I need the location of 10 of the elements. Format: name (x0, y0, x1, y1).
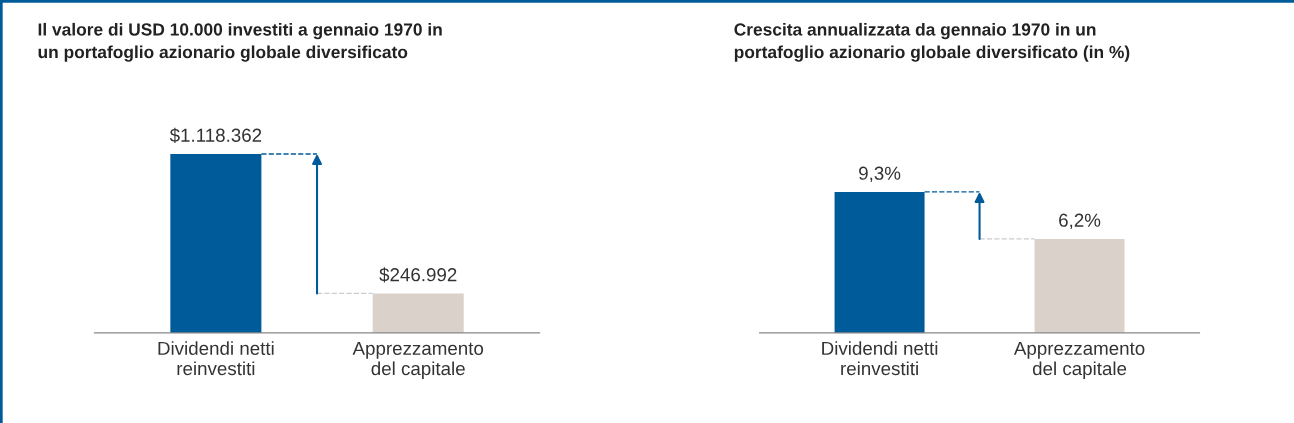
data-label: 9,3% (859, 166, 901, 183)
chart-title: Il valore di USD 10.000 investiti a gennaio 1970 in un portafoglio azionario globale diversificato (38, 22, 442, 62)
x-tick-label: Dividendi netti reinvestiti (158, 341, 274, 376)
chart-title: Crescita annualizzata da gennaio 1970 in un portafoglio azionario globale diversificato (in %) (734, 22, 1130, 62)
data-label: $1.118.362 (169, 127, 262, 144)
data-label: $246.992 (379, 267, 457, 283)
x-tick-label: Apprezzamento del capitale (1013, 341, 1145, 379)
data-label: 6,2% (1059, 213, 1101, 230)
x-tick-label: Dividendi netti reinvestiti (822, 341, 938, 376)
x-tick-label: Apprezzamento del capitale (352, 341, 484, 379)
